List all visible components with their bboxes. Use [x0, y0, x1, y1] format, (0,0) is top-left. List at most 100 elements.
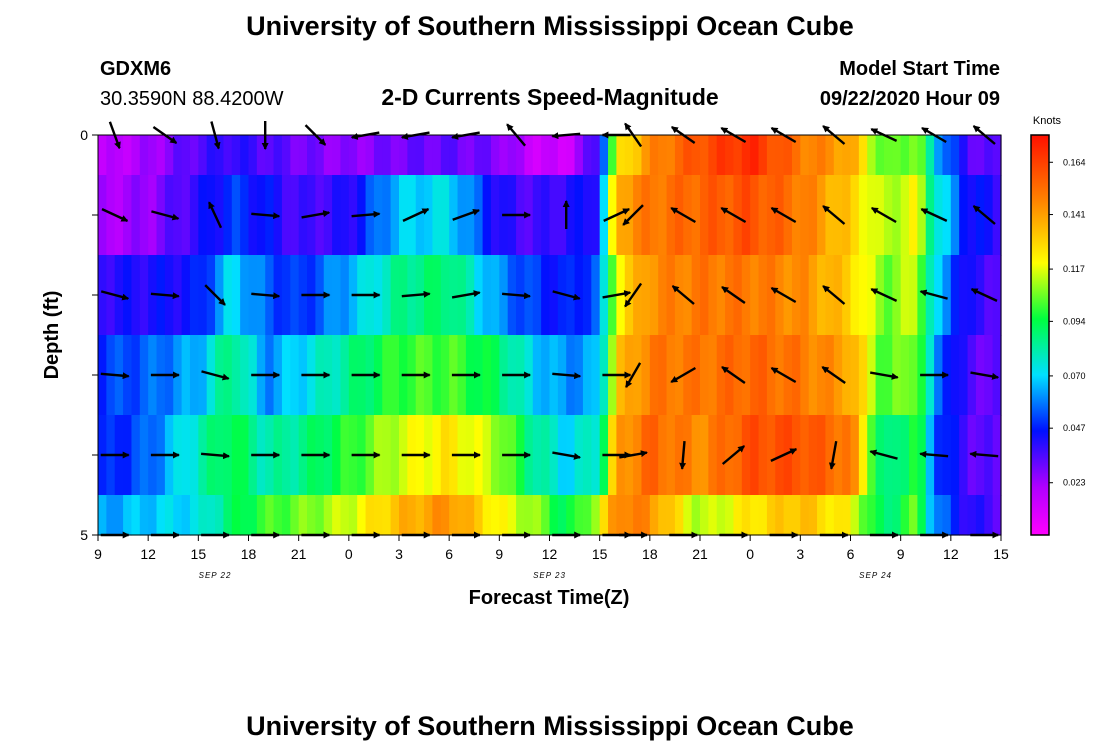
heatmap-cell [917, 175, 927, 256]
heatmap-cell [649, 135, 659, 176]
heatmap-cells [98, 135, 1002, 536]
heatmap-cell [332, 335, 342, 416]
heatmap-cell [750, 415, 760, 496]
heatmap-cell [850, 255, 860, 336]
current-vector-arrow [251, 212, 281, 220]
heatmap-cell [482, 255, 492, 336]
heatmap-cell [616, 135, 626, 176]
heatmap-cell [106, 495, 116, 536]
heatmap-cell [591, 255, 601, 336]
heatmap-cell [223, 135, 233, 176]
heatmap-cell [265, 135, 275, 176]
y-tick-label: 0 [80, 127, 88, 143]
heatmap-cell [440, 335, 450, 416]
heatmap-cell [599, 175, 609, 256]
heatmap-cell [691, 135, 701, 176]
heatmap-cell [925, 495, 935, 536]
heatmap-cell [624, 495, 634, 536]
heatmap-cell [315, 495, 325, 536]
heatmap-cell [783, 335, 793, 416]
heatmap-cell [315, 135, 325, 176]
current-vector-arrow [101, 208, 129, 222]
heatmap-cell [373, 495, 383, 536]
current-vector-arrow [822, 285, 846, 305]
heatmap-cell [900, 335, 910, 416]
heatmap-cell [399, 495, 408, 536]
heatmap-cell [432, 135, 442, 176]
heatmap-cell [825, 175, 835, 256]
heatmap-cell [649, 335, 659, 416]
heatmap-cell [156, 495, 166, 536]
heatmap-cell [725, 415, 735, 496]
heatmap-cell [490, 255, 500, 336]
heatmap-cell [189, 495, 199, 536]
heatmap-cell [290, 415, 300, 496]
x-tick-label: 0 [746, 546, 754, 562]
current-vector-arrow [100, 290, 130, 301]
heatmap-cell [382, 415, 392, 496]
heatmap-cell [357, 495, 367, 536]
current-vector-arrow [625, 362, 642, 388]
heatmap-cell [206, 335, 216, 416]
heatmap-cell [106, 255, 116, 336]
heatmap-cell [131, 415, 141, 496]
heatmap-cell [265, 495, 275, 536]
heatmap-cell [775, 255, 785, 336]
heatmap-cell [390, 255, 400, 336]
heatmap-cell [390, 415, 400, 496]
heatmap-cell [98, 255, 107, 336]
heatmap-cell [616, 175, 626, 256]
x-tick-label: 15 [993, 546, 1009, 562]
station-id: GDXM6 [100, 58, 171, 80]
heatmap-cell [507, 495, 517, 536]
heatmap-cell [909, 175, 918, 256]
heatmap-cell [123, 255, 133, 336]
figure-title-top: University of Southern Mississippi Ocean… [246, 11, 854, 41]
heatmap-cell [106, 135, 116, 176]
heatmap-cell [716, 415, 726, 496]
heatmap-cell [750, 135, 760, 176]
x-tick-label: 9 [897, 546, 905, 562]
heatmap-cell [950, 335, 960, 416]
heatmap-cell [332, 255, 342, 336]
x-tick-label: 12 [140, 546, 156, 562]
heatmap-cell [440, 415, 450, 496]
heatmap-cell [256, 135, 266, 176]
heatmap-cell [984, 255, 994, 336]
colorbar [1030, 134, 1050, 536]
heatmap-cell [114, 135, 124, 176]
heatmap-cell [934, 175, 944, 256]
heatmap-cell [248, 495, 258, 536]
heatmap-cell [424, 135, 434, 176]
heatmap-cell [189, 335, 199, 416]
heatmap-cell [766, 255, 776, 336]
heatmap-cell [833, 255, 843, 336]
heatmap-cell [758, 415, 768, 496]
heatmap-cell [591, 495, 601, 536]
heatmap-cell [148, 495, 158, 536]
heatmap-cell [883, 495, 893, 536]
x-tick-label: 18 [241, 546, 257, 562]
heatmap-cell [700, 415, 709, 496]
heatmap-cell [808, 175, 818, 256]
current-vector-arrow [721, 366, 746, 384]
current-vector-arrow [822, 205, 846, 225]
heatmap-cell [541, 135, 551, 176]
heatmap-cell [633, 495, 643, 536]
heatmap-cell [691, 415, 701, 496]
heatmap-cell [858, 135, 868, 176]
heatmap-cell [373, 135, 383, 176]
heatmap-cell [892, 415, 902, 496]
x-tick-label: 15 [592, 546, 608, 562]
heatmap-cell [900, 415, 910, 496]
heatmap-cell [432, 255, 442, 336]
figure-title-bottom: University of Southern Mississippi Ocean… [246, 711, 854, 741]
heatmap-cell [708, 415, 718, 496]
heatmap-cell [599, 255, 609, 336]
heatmap-cell [758, 335, 768, 416]
heatmap-cell [290, 135, 300, 176]
heatmap-cell [733, 175, 743, 256]
x-tick-label: 15 [191, 546, 207, 562]
heatmap-cell [332, 135, 342, 176]
heatmap-cell [741, 135, 751, 176]
